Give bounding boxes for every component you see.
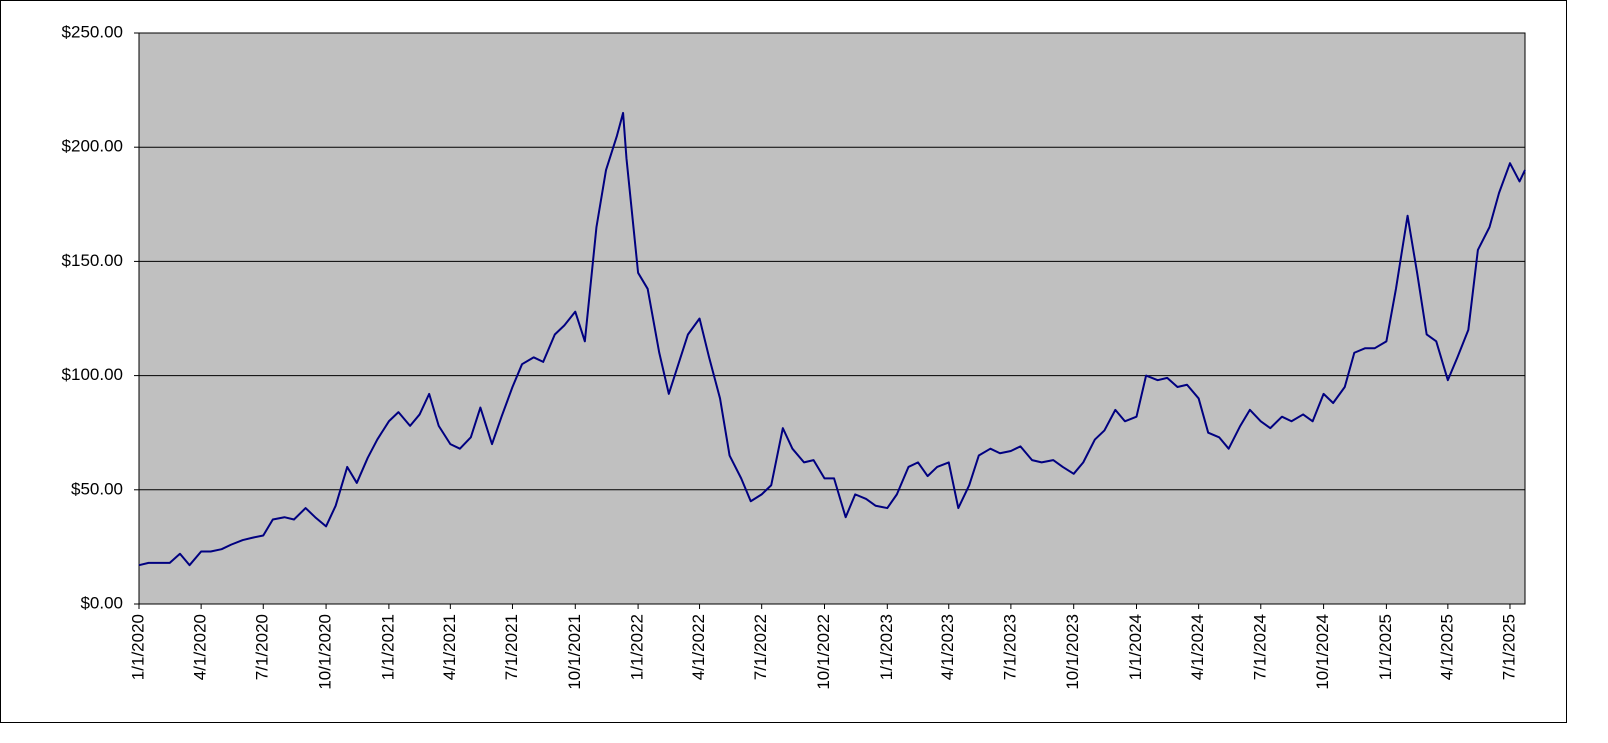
x-tick-label: 7/1/2025: [1499, 614, 1518, 680]
x-tick-label: 1/1/2021: [378, 614, 397, 680]
x-tick-label: 1/1/2020: [128, 614, 147, 680]
x-tick-label: 4/1/2020: [191, 614, 210, 680]
x-tick-label: 4/1/2025: [1437, 614, 1456, 680]
x-tick-label: 10/1/2021: [565, 614, 584, 690]
plot-area: [138, 32, 1526, 605]
x-tick-label: 10/1/2024: [1313, 614, 1332, 690]
x-tick-label: 10/1/2022: [814, 614, 833, 690]
x-tick-label: 1/1/2022: [628, 614, 647, 680]
x-tick-label: 7/1/2020: [253, 614, 272, 680]
y-tick-label: $100.00: [62, 365, 123, 384]
x-tick-label: 10/1/2020: [316, 614, 335, 690]
y-tick-label: $150.00: [62, 251, 123, 270]
x-tick-label: 1/1/2023: [877, 614, 896, 680]
y-tick-label: $0.00: [80, 593, 123, 612]
x-tick-label: 4/1/2021: [440, 614, 459, 680]
x-tick-label: 7/1/2022: [751, 614, 770, 680]
price-line: [138, 111, 1526, 567]
x-tick-label: 1/1/2024: [1126, 614, 1145, 680]
x-tick-label: 7/1/2021: [502, 614, 521, 680]
x-tick-label: 4/1/2024: [1188, 614, 1207, 680]
x-tick-label: 7/1/2024: [1250, 614, 1269, 680]
x-tick-label: 10/1/2023: [1063, 614, 1082, 690]
x-tick-label: 7/1/2023: [1000, 614, 1019, 680]
x-tick-label: 4/1/2022: [689, 614, 708, 680]
y-tick-label: $200.00: [62, 137, 123, 156]
y-tick-label: $50.00: [71, 479, 123, 498]
x-tick-label: 1/1/2025: [1376, 614, 1395, 680]
x-tick-label: 4/1/2023: [938, 614, 957, 680]
y-tick-label: $250.00: [62, 22, 123, 41]
